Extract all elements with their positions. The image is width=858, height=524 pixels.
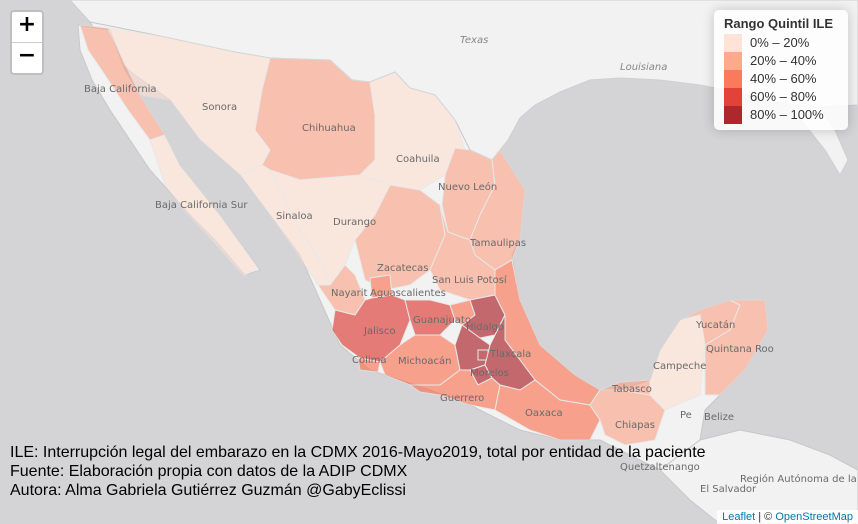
label-tabasco: Tabasco xyxy=(611,384,652,395)
label-quintana-roo: Quintana Roo xyxy=(706,344,774,355)
label-durango: Durango xyxy=(333,217,376,228)
label-tamaulipas: Tamaulipas xyxy=(469,238,526,249)
state-guanajuato[interactable] xyxy=(404,299,456,336)
label-yucatan: Yucatán xyxy=(695,319,735,331)
label-sonora: Sonora xyxy=(202,102,237,113)
caption-title: ILE: Interrupción legal del embarazo en … xyxy=(10,444,706,461)
label-chiapas: Chiapas xyxy=(615,420,655,431)
label-nuevo-leon: Nuevo León xyxy=(438,181,497,193)
zoom-in-button[interactable]: + xyxy=(17,12,37,37)
state-quintana-roo[interactable] xyxy=(704,299,769,396)
label-chihuahua: Chihuahua xyxy=(302,123,356,134)
legend-item: 40% – 60% xyxy=(724,70,840,88)
legend-item: 80% – 100% xyxy=(724,106,840,124)
state-guerrero[interactable] xyxy=(408,369,501,411)
attribution-separator: | © xyxy=(755,511,776,523)
choropleth[interactable] xyxy=(79,24,769,446)
legend-swatch xyxy=(724,70,742,88)
label-tlaxcala: Tlaxcala xyxy=(489,349,531,360)
label-el-salvador: El Salvador xyxy=(700,484,757,495)
state-baja-california-sur[interactable] xyxy=(149,134,259,277)
legend-swatch xyxy=(724,52,742,70)
label-oaxaca: Oaxaca xyxy=(525,408,563,419)
label-quetzaltenango: Quetzaltenango xyxy=(620,462,700,473)
legend-swatch xyxy=(724,106,742,124)
label-nayarit: Nayarit xyxy=(331,288,368,299)
label-morelos: Morelos xyxy=(470,368,509,379)
legend: Rango Quintil ILE 0% – 20% 20% – 40% 40%… xyxy=(714,10,848,130)
legend-item: 60% – 80% xyxy=(724,88,840,106)
label-baja-california-sur: Baja California Sur xyxy=(155,200,248,211)
label-san-luis-potosi: San Luis Potosí xyxy=(432,274,508,286)
label-sinaloa: Sinaloa xyxy=(276,211,313,222)
label-louisiana: Louisiana xyxy=(620,62,667,73)
legend-swatch xyxy=(724,88,742,106)
label-coahuila: Coahuila xyxy=(396,154,440,165)
label-pe: Pe xyxy=(680,410,692,421)
label-campeche: Campeche xyxy=(653,361,706,372)
caption-author: Autora: Alma Gabriela Gutiérrez Guzmán @… xyxy=(10,482,406,499)
label-colima: Colima xyxy=(352,355,387,366)
label-hidalgo: Hidalgo xyxy=(466,322,504,333)
legend-item: 0% – 20% xyxy=(724,34,840,52)
place-labels: Texas Louisiana Baja California Sonora C… xyxy=(84,35,858,495)
legend-label: 60% – 80% xyxy=(750,89,817,104)
label-guerrero: Guerrero xyxy=(440,393,484,404)
label-belize: Belize xyxy=(704,412,734,423)
label-aguascalientes: Aguascalientes xyxy=(370,288,446,299)
label-baja-california: Baja California xyxy=(84,84,157,95)
state-colima[interactable] xyxy=(357,357,381,373)
label-jalisco: Jalisco xyxy=(363,326,395,337)
label-guanajuato: Guanajuato xyxy=(413,315,471,326)
legend-label: 20% – 40% xyxy=(750,53,817,68)
leaflet-link[interactable]: Leaflet xyxy=(722,511,756,523)
legend-label: 0% – 20% xyxy=(750,35,810,50)
label-michoacan: Michoacán xyxy=(398,355,451,367)
label-zacatecas: Zacatecas xyxy=(377,263,429,274)
attribution: Leaflet | © OpenStreetMap xyxy=(717,510,858,524)
legend-label: 80% – 100% xyxy=(750,107,824,122)
label-region-autonoma: Región Autónoma de la Costa Caribe xyxy=(740,473,858,485)
caption-source: Fuente: Elaboración propia con datos de … xyxy=(10,463,408,480)
osm-link[interactable]: OpenStreetMap xyxy=(775,511,853,523)
legend-swatch xyxy=(724,34,742,52)
legend-label: 40% – 60% xyxy=(750,71,817,86)
legend-item: 20% – 40% xyxy=(724,52,840,70)
zoom-out-button[interactable]: − xyxy=(12,42,42,73)
state-zacatecas[interactable] xyxy=(354,184,446,291)
label-texas: Texas xyxy=(460,35,488,46)
legend-title: Rango Quintil ILE xyxy=(724,16,834,31)
central-america-land xyxy=(659,429,858,524)
map-caption: ILE: Interrupción legal del embarazo en … xyxy=(10,443,706,500)
zoom-control: + − xyxy=(10,10,44,75)
